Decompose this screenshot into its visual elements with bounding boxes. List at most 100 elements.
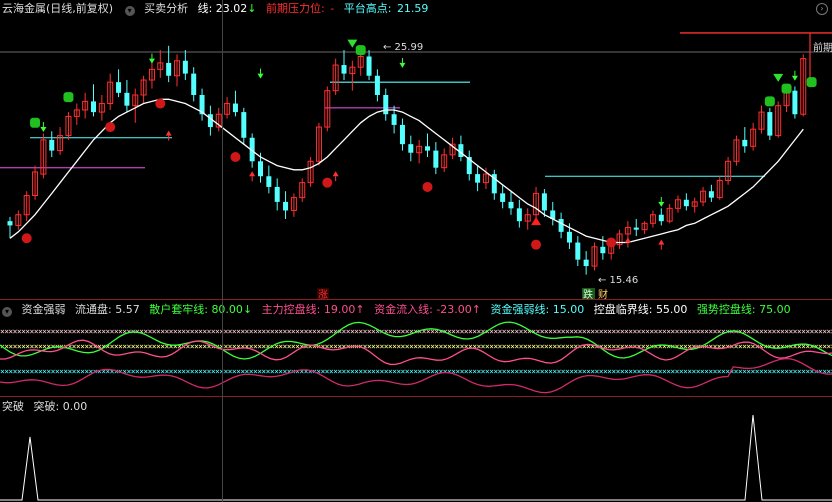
candle-body	[591, 246, 598, 267]
candle-body	[140, 79, 147, 96]
panel-divider[interactable]	[0, 299, 832, 300]
candle-body	[266, 176, 272, 187]
fund-indicator-name[interactable]: 资金强弱	[21, 303, 66, 316]
up-arrow-icon	[658, 239, 665, 245]
candle-body	[241, 112, 247, 138]
sell-signal-icon	[30, 117, 41, 128]
candle-body	[307, 160, 314, 184]
high-price-label: ← 25.99	[383, 42, 423, 53]
candle-body	[683, 199, 689, 207]
candle-body	[524, 214, 531, 222]
candle-body	[550, 210, 556, 220]
candle-body	[391, 114, 397, 125]
x-marker-row: ××××××××××××××××××××××××××××××××××××××××…	[0, 342, 832, 351]
candle-body	[458, 144, 464, 157]
candle-body	[98, 103, 105, 113]
breakout-indicator-name[interactable]: 突破	[2, 400, 24, 413]
warning-triangle-icon	[531, 217, 542, 226]
candle-body	[49, 139, 55, 151]
strong-item: 强势控盘线: 75.00	[696, 303, 791, 316]
price-panel[interactable]: 云海金属(日线,前复权) ▾ 买卖分析 线: 23.02↓ 前期压力位: - 平…	[0, 0, 832, 300]
pressure-value: -	[330, 2, 335, 15]
low-price-label: ← 15.46	[598, 275, 638, 286]
zhang-label: 涨	[318, 289, 328, 300]
critical-item: 控盘临界线: 55.00	[593, 303, 688, 316]
down-arrow-icon	[40, 127, 47, 133]
sell-signal-icon	[355, 45, 366, 56]
candle-body	[425, 146, 430, 151]
candle-body	[491, 174, 497, 194]
candle-body	[207, 114, 213, 128]
down-triangle-icon	[773, 73, 784, 82]
candle-body	[508, 201, 514, 209]
retail-trap-line	[0, 321, 832, 360]
down-arrow-icon	[791, 75, 798, 81]
right-edge-label: 前期	[813, 41, 832, 54]
candle-body	[516, 208, 522, 222]
price-header: 云海金属(日线,前复权) ▾ 买卖分析 线: 23.02↓ 前期压力位: - 平…	[2, 2, 434, 16]
candle-body	[249, 137, 255, 162]
candle-body	[449, 143, 456, 156]
candle-body	[583, 259, 589, 267]
candle-body	[566, 231, 572, 243]
buy-signal-icon	[322, 177, 333, 188]
candle-body	[283, 201, 289, 211]
chevron-down-icon[interactable]: ▾	[2, 307, 12, 317]
candle-body	[174, 60, 180, 77]
candle-body	[116, 82, 122, 93]
candle-body	[57, 135, 64, 152]
candle-body	[666, 207, 673, 222]
candle-body	[758, 111, 765, 130]
sell-signal-icon	[764, 96, 775, 107]
candle-body	[148, 68, 155, 81]
candle-body	[399, 124, 405, 145]
candle-body	[408, 144, 414, 153]
candle-body	[433, 150, 439, 168]
fund-strength-panel[interactable]: ▾ 资金强弱 流通盘: 5.57 散户套牢线: 80.00↓ 主力控盘线: 19…	[0, 300, 832, 395]
candle-body	[65, 115, 72, 137]
candle-body	[40, 139, 47, 175]
fund-inflow-line	[0, 357, 832, 394]
candle-body	[600, 246, 606, 254]
buy-signal-icon	[105, 122, 116, 133]
platform-value: 21.59	[396, 2, 429, 15]
chevron-down-icon[interactable]: ▾	[124, 6, 135, 16]
down-triangle-icon	[347, 39, 358, 48]
moving-average-line	[9, 98, 804, 244]
candle-body	[800, 58, 807, 115]
candle-body	[475, 174, 481, 183]
candle-body	[616, 233, 623, 246]
expand-icon[interactable]: ›	[816, 3, 828, 15]
candle-body	[466, 157, 472, 175]
candle-body	[258, 161, 263, 177]
candle-body	[533, 192, 540, 216]
strength-item: 资金强弱线: 15.00	[490, 303, 585, 316]
candle-body	[500, 193, 506, 202]
buy-signal-icon	[21, 233, 32, 244]
candlestick-chart: ← 25.99 ← 15.46 前期涨 跌财	[0, 32, 832, 300]
panel-divider[interactable]	[0, 396, 832, 397]
candle-body	[633, 227, 639, 230]
candle-body	[232, 103, 238, 113]
candle-body	[15, 214, 22, 226]
down-arrow-icon	[257, 73, 264, 79]
x-marker-row: ××××××××××××××××××××××××××××××××××××××××…	[0, 367, 832, 376]
up-arrow-icon	[624, 237, 631, 243]
candle-body	[32, 171, 39, 196]
candle-body	[23, 194, 30, 216]
candle-body	[742, 139, 748, 147]
candle-body	[482, 173, 489, 184]
indicator-name[interactable]: 买卖分析	[144, 2, 189, 15]
down-arrow-icon	[399, 62, 406, 68]
zhang-badge	[317, 288, 329, 300]
candle-body	[700, 190, 707, 203]
candle-body	[341, 65, 347, 74]
candle-body	[383, 94, 389, 115]
breakout-chart	[0, 414, 832, 501]
candle-body	[733, 139, 740, 162]
candle-body	[767, 112, 773, 136]
candle-body	[290, 197, 297, 211]
candle-body	[441, 154, 448, 169]
breakout-panel[interactable]: 突破 突破: 0.00	[0, 397, 832, 502]
candle-body	[324, 90, 331, 128]
